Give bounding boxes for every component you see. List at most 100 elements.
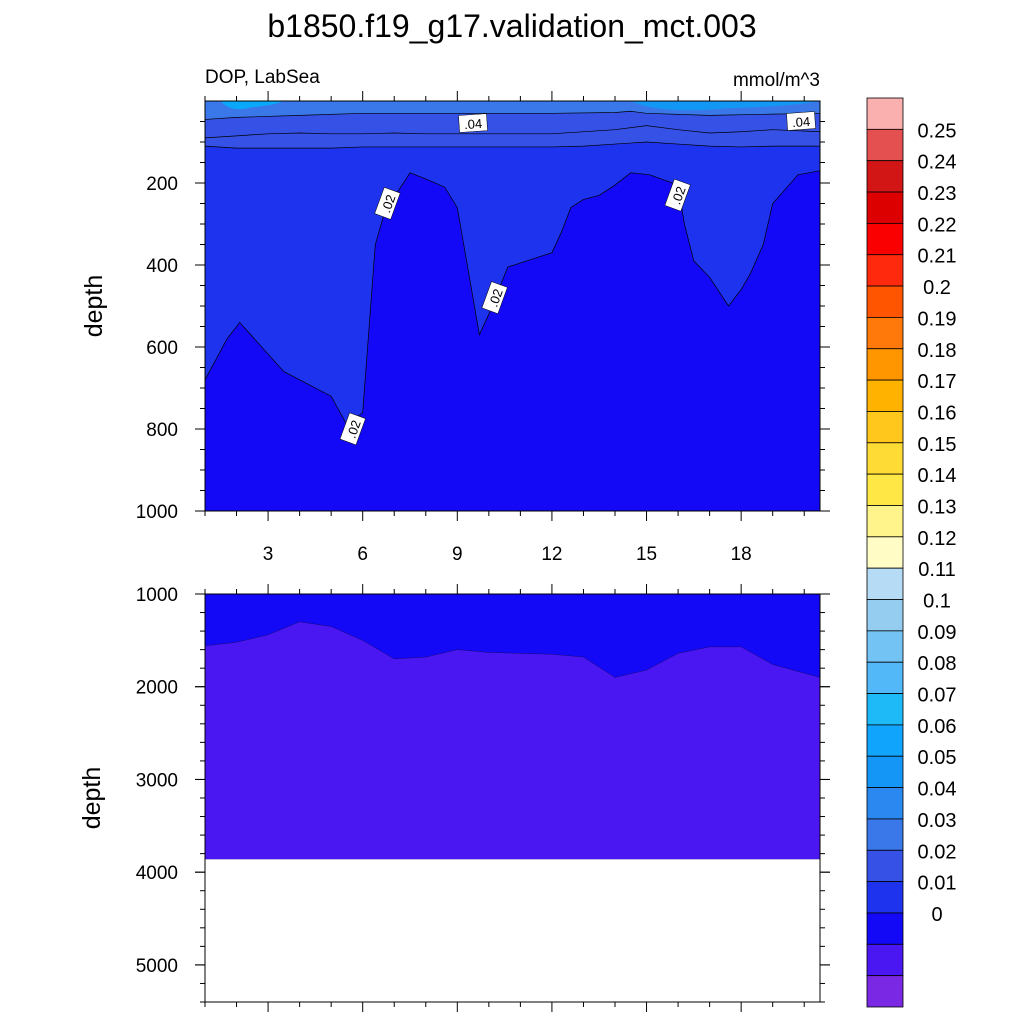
colorbar-swatch (866, 442, 904, 475)
colorbar-swatch (866, 630, 904, 663)
colorbar-label: 0.05 (918, 747, 957, 769)
lower-axis-ticks: 1000 2000 3000 4000 5000 (136, 584, 830, 1012)
upper-x-tick-label: 6 (357, 544, 368, 565)
colorbar-label: 0.15 (918, 434, 957, 456)
upper-right-label: mmol/m^3 (733, 70, 820, 91)
colorbar-label: 0.24 (918, 152, 957, 174)
colorbar-swatch (866, 881, 904, 914)
lower-contour-fills (205, 594, 820, 860)
upper-x-tick-label: 12 (541, 544, 562, 565)
upper-contour-line-0_03 (204, 125, 821, 139)
lower-y-axis-label: depth (78, 767, 106, 830)
contour-label-1: .04 (786, 111, 816, 131)
colorbar: 0.25 0.24 0.23 0.22 0.21 0.2 0.19 0.18 0.17 0.16 0… (866, 97, 957, 1008)
colorbar-swatch (866, 536, 904, 569)
colorbar-swatch (866, 191, 904, 224)
lower-y-tick-label: 2000 (136, 678, 178, 699)
lower-panel: 1000 2000 3000 4000 5000 depth (78, 584, 830, 1012)
colorbar-label: 0.11 (918, 559, 955, 581)
upper-y-tick-label: 600 (146, 338, 178, 359)
colorbar-swatch (866, 661, 904, 694)
upper-contour-line-0_02 (204, 141, 820, 149)
upper-panel: .04 .04 .02 .02 .02 .02 3 6 9 12 15 18 200 400 600 800… (80, 67, 830, 565)
colorbar-label: 0.01 (918, 873, 957, 895)
upper-x-tick-label: 15 (636, 544, 657, 565)
colorbar-swatch (866, 254, 904, 287)
colorbar-label: 0.12 (918, 528, 957, 550)
upper-fill-0_02 (205, 101, 820, 425)
colorbar-swatch (866, 724, 904, 757)
lower-y-tick-label: 5000 (136, 956, 178, 977)
colorbar-label: 0.02 (918, 841, 957, 863)
colorbar-swatch (866, 693, 904, 726)
colorbar-label: 0.13 (918, 496, 957, 518)
colorbar-label: 0.17 (918, 371, 957, 393)
upper-axis-ticks: 3 6 9 12 15 18 200 400 600 800 1000 (136, 91, 830, 565)
colorbar-swatch (866, 160, 904, 193)
chart-title: b1850.f19_g17.validation_mct.003 (267, 8, 757, 44)
colorbar-swatch (866, 975, 904, 1008)
upper-y-tick-label: 1000 (136, 502, 178, 523)
colorbar-label: 0.09 (918, 622, 957, 644)
colorbar-label: 0.14 (918, 465, 957, 487)
upper-surface-patch-1 (630, 101, 820, 111)
colorbar-swatch (866, 599, 904, 632)
upper-y-tick-label: 800 (146, 420, 178, 441)
contour-label-text: .02 (378, 193, 398, 215)
colorbar-label: 0.18 (918, 340, 957, 362)
colorbar-swatch (866, 317, 904, 350)
colorbar-label: 0.21 (918, 246, 957, 268)
lower-fill-0_01 (205, 594, 820, 678)
upper-y-axis-label: depth (80, 275, 108, 338)
colorbar-swatch (866, 505, 904, 538)
upper-y-tick-label: 400 (146, 256, 178, 277)
colorbar-swatch (866, 97, 904, 130)
colorbar-label: 0 (931, 904, 942, 926)
upper-contour-line-0_04 (204, 110, 821, 120)
contour-label-text: .02 (344, 418, 364, 440)
lower-y-tick-label: 1000 (136, 585, 178, 606)
upper-left-label: DOP, LabSea (205, 67, 320, 88)
upper-y-tick-label: 200 (146, 174, 178, 195)
colorbar-label: 0.04 (918, 779, 957, 801)
colorbar-label: 0.16 (918, 402, 957, 424)
colorbar-label: 0.22 (918, 214, 957, 236)
colorbar-label: 0.25 (918, 120, 957, 142)
colorbar-swatches (866, 97, 904, 1008)
contour-label-text: .02 (668, 184, 688, 206)
colorbar-swatch (866, 912, 904, 945)
contour-label-3: .02 (664, 178, 691, 212)
colorbar-swatch (866, 567, 904, 600)
lower-y-tick-label: 3000 (136, 770, 178, 791)
contour-label-5: .02 (339, 412, 366, 446)
colorbar-swatch (866, 818, 904, 851)
colorbar-label: 0.2 (923, 277, 951, 299)
contour-label-0: .04 (458, 113, 488, 133)
colorbar-swatch (866, 755, 904, 788)
colorbar-label: 0.07 (918, 685, 957, 707)
colorbar-swatch (866, 787, 904, 820)
colorbar-label: 0.23 (918, 183, 957, 205)
contour-label-4: .02 (481, 281, 508, 315)
contour-label-text: .04 (464, 116, 483, 132)
contour-label-text: .04 (792, 114, 811, 130)
contour-label-2: .02 (374, 186, 401, 220)
upper-contour-labels: .04 .04 .02 .02 .02 .02 (339, 111, 816, 446)
upper-x-tick-label: 3 (263, 544, 274, 565)
upper-surface-patch-0 (220, 101, 284, 110)
colorbar-swatch (866, 849, 904, 883)
colorbar-swatch (866, 411, 904, 444)
colorbar-swatch (866, 222, 904, 256)
upper-x-tick-label: 18 (731, 544, 752, 565)
colorbar-label: 0.06 (918, 716, 957, 738)
upper-contour-fills (205, 101, 820, 511)
colorbar-label: 0.19 (918, 308, 957, 330)
lower-y-tick-label: 4000 (136, 863, 178, 884)
lower-contour-lines (204, 621, 821, 860)
colorbar-labels: 0.25 0.24 0.23 0.22 0.21 0.2 0.19 0.18 0.17 0.16 0… (918, 120, 957, 926)
colorbar-swatch (866, 285, 904, 318)
colorbar-swatch (866, 943, 904, 977)
colorbar-label: 0.08 (918, 653, 957, 675)
colorbar-swatch (866, 379, 904, 412)
